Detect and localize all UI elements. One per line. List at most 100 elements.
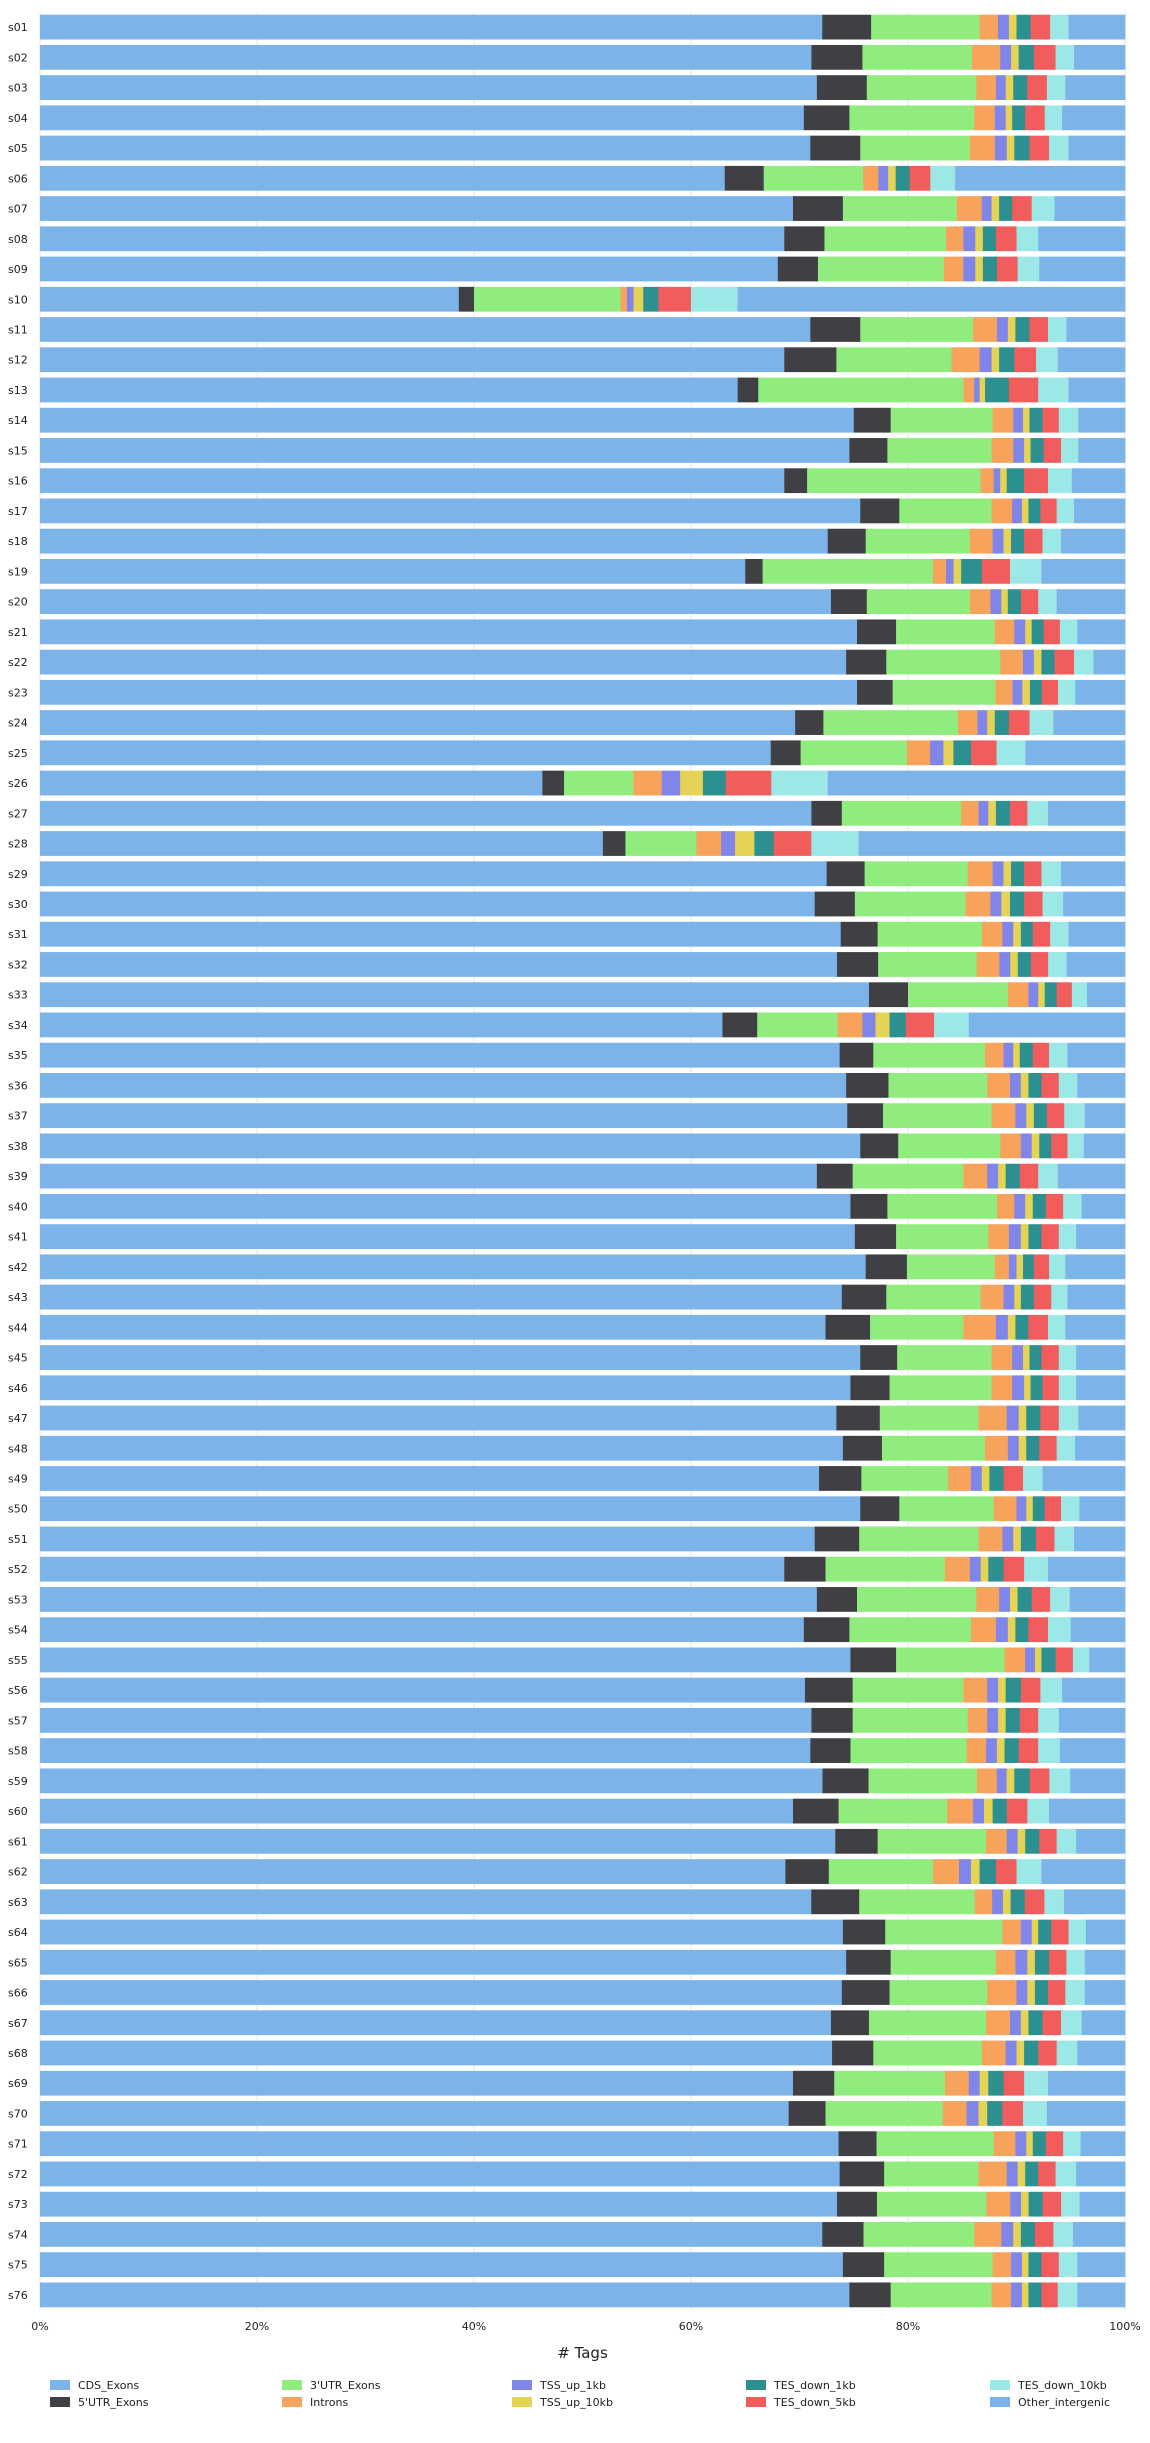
bar-segment: [956, 196, 983, 221]
bar-row: [40, 2222, 1126, 2247]
bar-segment: [850, 1647, 897, 1673]
legend-swatch: [990, 2380, 1010, 2390]
bar-segment: [1011, 861, 1025, 887]
category-label: s19: [8, 565, 28, 578]
category-label: s29: [8, 868, 28, 881]
legend-swatch: [50, 2380, 70, 2390]
bar-segment: [1053, 2222, 1074, 2247]
bar-segment: [1007, 1435, 1020, 1461]
bar-segment: [860, 1496, 900, 1522]
bar-segment: [1074, 649, 1094, 675]
bar-segment: [1011, 2252, 1023, 2278]
bar-row: [40, 952, 1126, 977]
bar-segment: [822, 14, 872, 40]
bar-segment: [1058, 1345, 1077, 1370]
legend-swatch: [50, 2397, 70, 2407]
bar-row: [40, 1345, 1126, 1370]
bar-segment: [1047, 1617, 1072, 1643]
bar-segment: [1030, 1375, 1043, 1401]
bar-segment: [1017, 2161, 1026, 2187]
bar-row: [40, 347, 1126, 373]
bar-segment: [932, 558, 947, 584]
x-tick-label: 40%: [462, 2320, 486, 2333]
bar-segment: [999, 196, 1013, 221]
bar-segment: [992, 1798, 1008, 1824]
bar-segment: [474, 286, 621, 312]
bar-segment: [1081, 1193, 1126, 1219]
bar-segment: [842, 1919, 886, 1945]
bar-segment: [1004, 1647, 1026, 1673]
bar-row: [40, 498, 1126, 524]
bar-segment: [1025, 619, 1033, 645]
bar-segment: [860, 1345, 898, 1370]
bar-segment: [1042, 2010, 1062, 2036]
bar-segment: [1024, 861, 1042, 887]
category-label: s39: [8, 1170, 28, 1183]
bar-segment: [1031, 1133, 1040, 1159]
bar-segment: [1024, 891, 1043, 917]
bar-row: [40, 1949, 1126, 1975]
bar-segment: [773, 831, 812, 856]
category-label: s15: [8, 444, 28, 457]
bar-segment: [846, 649, 887, 675]
bar-segment: [875, 1012, 890, 1038]
x-tick-label: 20%: [245, 2320, 269, 2333]
bar-segment: [40, 438, 850, 463]
bar-row: [40, 619, 1126, 645]
bar-segment: [1076, 1224, 1126, 1249]
bar-segment: [1033, 649, 1042, 675]
bar-segment: [976, 75, 997, 100]
bar-segment: [973, 1798, 985, 1824]
bar-segment: [996, 317, 1009, 342]
bar-segment: [1011, 528, 1025, 554]
bar-row: [40, 1556, 1126, 1582]
bar-segment: [1021, 2282, 1029, 2308]
bar-segment: [881, 1435, 986, 1461]
bar-segment: [836, 1405, 881, 1431]
bar-segment: [1018, 1405, 1027, 1431]
bar-segment: [1017, 952, 1032, 977]
bar-segment: [1016, 14, 1032, 40]
bar-segment: [998, 1707, 1007, 1733]
bar-segment: [1017, 1828, 1026, 1854]
bar-segment: [40, 317, 811, 342]
bar-row: [40, 1435, 1126, 1461]
legend-swatch: [512, 2397, 532, 2407]
bar-segment: [1006, 2161, 1018, 2187]
bar-segment: [1005, 1163, 1021, 1189]
bar-segment: [1069, 1587, 1126, 1612]
bar-segment: [1000, 468, 1008, 494]
bar-segment: [1018, 44, 1035, 70]
bar-segment: [1070, 1768, 1126, 1794]
bar-segment: [1023, 407, 1030, 433]
bar-segment: [40, 1980, 843, 2005]
bar-segment: [1019, 1042, 1034, 1068]
bar-segment: [762, 558, 934, 584]
bar-segment: [991, 347, 1000, 373]
bar-segment: [981, 196, 992, 221]
legend-swatch: [282, 2380, 302, 2390]
bar-segment: [633, 770, 663, 796]
bar-segment: [1049, 1768, 1071, 1794]
bar-segment: [40, 589, 832, 615]
bar-segment: [1076, 1345, 1126, 1370]
bar-segment: [40, 2040, 833, 2066]
category-label: s26: [8, 777, 28, 790]
bar-segment: [40, 1798, 794, 1824]
bar-segment: [1060, 1496, 1080, 1522]
bar-segment: [811, 44, 863, 70]
bar-segment: [896, 619, 996, 645]
bar-segment: [995, 226, 1017, 252]
bar-segment: [1078, 407, 1126, 433]
bar-segment: [40, 770, 543, 796]
bar-segment: [40, 1859, 786, 1884]
bar-segment: [989, 1466, 1004, 1491]
bar-segment: [1014, 1284, 1022, 1310]
bar-segment: [860, 135, 971, 161]
bar-segment: [1003, 861, 1012, 887]
bar-segment: [811, 1889, 860, 1915]
bar-segment: [969, 135, 996, 161]
bar-segment: [991, 1345, 1013, 1370]
bar-segment: [1028, 2191, 1044, 2217]
bar-segment: [896, 1224, 989, 1249]
